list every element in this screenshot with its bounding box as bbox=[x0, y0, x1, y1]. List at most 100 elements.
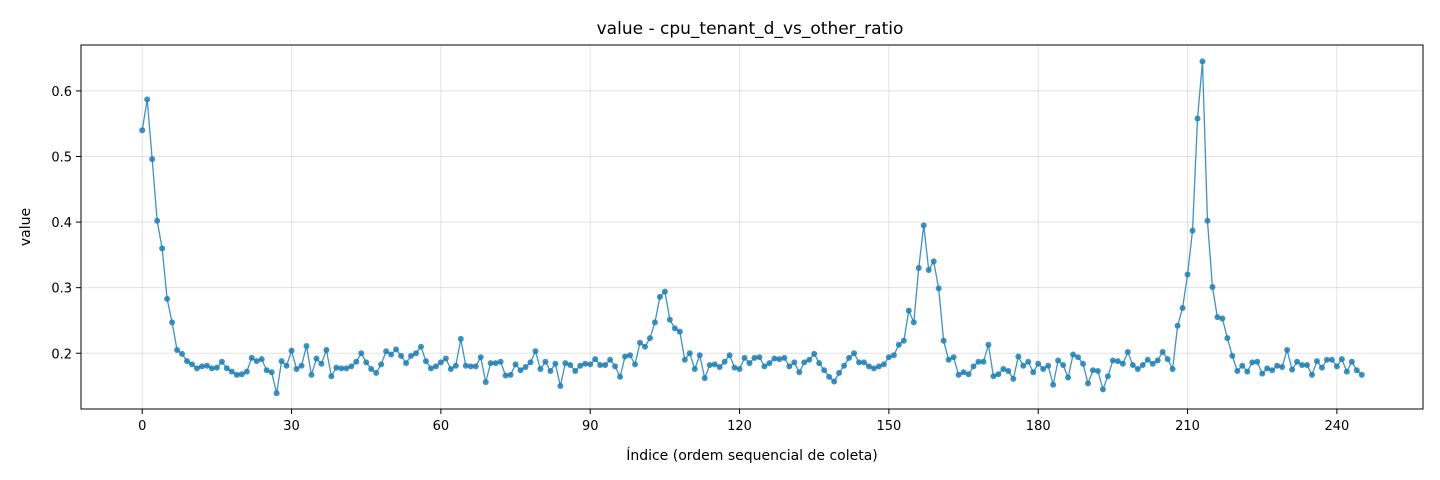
data-point bbox=[856, 359, 863, 366]
data-point bbox=[542, 358, 549, 365]
x-tick-label: 240 bbox=[1324, 419, 1349, 434]
y-tick-label: 0.3 bbox=[51, 282, 72, 297]
data-point bbox=[373, 369, 380, 376]
data-point bbox=[741, 354, 748, 361]
data-point bbox=[885, 354, 892, 361]
data-point bbox=[1279, 364, 1286, 371]
x-tick-label: 120 bbox=[727, 419, 752, 434]
data-point bbox=[1239, 362, 1246, 369]
data-point bbox=[1244, 368, 1251, 375]
data-point bbox=[771, 355, 778, 362]
x-axis-label: Índice (ordem sequencial de coleta) bbox=[626, 447, 878, 464]
data-point bbox=[870, 365, 877, 372]
data-point bbox=[358, 350, 365, 357]
data-point bbox=[462, 362, 469, 369]
data-point bbox=[1025, 358, 1032, 365]
data-point bbox=[328, 373, 335, 380]
data-point bbox=[263, 367, 270, 374]
data-point bbox=[477, 354, 484, 361]
data-point bbox=[940, 337, 947, 344]
data-point bbox=[1169, 365, 1176, 372]
data-point bbox=[179, 350, 186, 357]
data-point bbox=[223, 365, 230, 372]
data-point bbox=[801, 359, 808, 366]
y-tick-label: 0.4 bbox=[51, 216, 72, 231]
data-point bbox=[193, 365, 200, 372]
data-point bbox=[447, 365, 454, 372]
y-tick-label: 0.2 bbox=[51, 347, 72, 362]
data-point bbox=[622, 353, 629, 360]
data-point bbox=[880, 361, 887, 368]
data-point bbox=[1318, 364, 1325, 371]
data-point bbox=[1284, 346, 1291, 353]
data-point bbox=[159, 245, 166, 252]
data-point bbox=[617, 373, 624, 380]
data-point bbox=[457, 335, 464, 342]
data-point bbox=[761, 363, 768, 370]
data-point bbox=[1189, 227, 1196, 234]
data-point bbox=[253, 358, 260, 365]
data-point bbox=[1000, 365, 1007, 372]
data-point bbox=[831, 378, 838, 385]
data-point bbox=[1085, 380, 1091, 387]
data-point bbox=[1075, 354, 1082, 361]
data-point bbox=[1060, 362, 1067, 369]
data-point bbox=[323, 346, 330, 353]
data-point bbox=[1139, 362, 1146, 369]
data-point bbox=[597, 362, 604, 369]
series-line bbox=[141, 61, 1363, 394]
data-point bbox=[417, 343, 424, 350]
data-point bbox=[970, 363, 977, 370]
data-point bbox=[1254, 358, 1261, 365]
data-point bbox=[1070, 351, 1077, 358]
plot-frame bbox=[80, 44, 1424, 410]
data-point bbox=[442, 355, 449, 362]
data-point bbox=[1338, 356, 1345, 363]
data-point bbox=[497, 358, 504, 365]
data-point bbox=[572, 367, 579, 374]
data-point bbox=[452, 362, 459, 369]
x-tick-label: 60 bbox=[433, 419, 450, 434]
data-point bbox=[1184, 271, 1191, 278]
data-point bbox=[806, 356, 813, 363]
x-axis: 0 30 60 90 120 150 180 210 240 bbox=[138, 409, 1349, 434]
data-point bbox=[1109, 357, 1116, 364]
data-point bbox=[796, 369, 803, 376]
data-point bbox=[383, 348, 390, 355]
data-point bbox=[233, 371, 240, 378]
data-point bbox=[1174, 322, 1181, 329]
data-point bbox=[1055, 357, 1062, 364]
data-point bbox=[990, 373, 997, 380]
data-point bbox=[1179, 305, 1186, 311]
data-point bbox=[1134, 365, 1141, 372]
data-point bbox=[164, 295, 171, 302]
data-point bbox=[308, 371, 315, 378]
data-point bbox=[955, 371, 962, 378]
data-point bbox=[666, 316, 673, 323]
data-point bbox=[671, 325, 678, 332]
data-point bbox=[393, 346, 400, 353]
y-tick-label: 0.5 bbox=[51, 150, 72, 165]
data-point bbox=[482, 379, 489, 386]
chart-title: value - cpu_tenant_d_vs_other_ratio bbox=[597, 19, 904, 39]
data-point bbox=[1080, 360, 1087, 367]
data-point bbox=[945, 356, 952, 363]
data-point bbox=[1209, 284, 1216, 291]
data-point bbox=[422, 358, 429, 365]
data-point bbox=[552, 360, 559, 367]
data-point bbox=[348, 363, 355, 370]
data-point bbox=[437, 359, 444, 366]
data-point bbox=[1289, 366, 1296, 373]
data-point bbox=[313, 355, 320, 362]
data-point bbox=[472, 363, 479, 370]
data-point bbox=[1010, 375, 1017, 382]
data-point bbox=[288, 347, 295, 354]
data-point bbox=[238, 371, 245, 378]
data-point bbox=[517, 367, 524, 374]
data-point bbox=[676, 328, 683, 335]
data-point bbox=[1294, 358, 1301, 365]
x-tick-label: 0 bbox=[138, 419, 146, 434]
data-point bbox=[726, 352, 733, 359]
data-point bbox=[1353, 367, 1360, 374]
